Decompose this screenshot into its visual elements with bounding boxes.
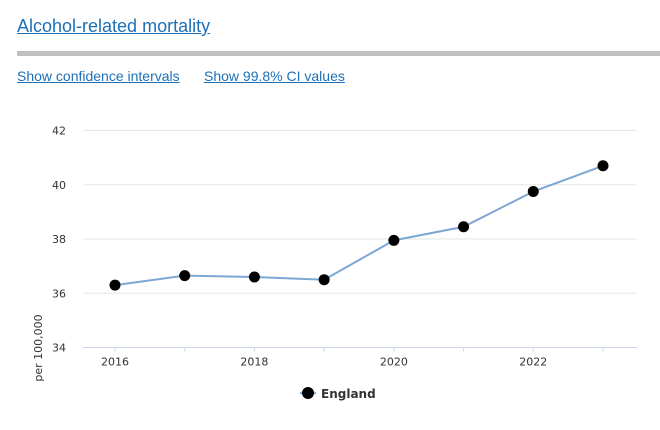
- y-tick-label: 40: [52, 179, 66, 192]
- data-point[interactable]: [248, 271, 260, 283]
- data-point[interactable]: [318, 274, 330, 286]
- series-england: [109, 160, 609, 291]
- x-tick-label: 2016: [101, 356, 129, 369]
- gridlines: [83, 130, 637, 294]
- y-tick-label: 38: [52, 233, 66, 246]
- data-point[interactable]: [597, 160, 609, 172]
- chart-title-link[interactable]: Alcohol-related mortality: [17, 16, 211, 36]
- x-tick-label: 2018: [240, 356, 268, 369]
- data-point[interactable]: [179, 270, 191, 282]
- data-point[interactable]: [109, 279, 121, 291]
- y-tick-label: 34: [52, 342, 66, 355]
- series-line: [114, 164, 604, 287]
- x-axis-ticks: 2016 2018 2020 2022: [101, 347, 604, 369]
- divider: [17, 51, 660, 56]
- legend-marker-icon: [302, 387, 314, 399]
- show-confidence-intervals-link[interactable]: Show confidence intervals: [17, 68, 180, 84]
- legend[interactable]: England: [300, 387, 376, 401]
- x-tick-label: 2022: [519, 356, 547, 369]
- data-point[interactable]: [388, 234, 400, 246]
- data-point[interactable]: [527, 186, 539, 198]
- y-tick-label: 42: [52, 125, 66, 138]
- data-point[interactable]: [458, 221, 470, 233]
- x-tick-label: 2020: [380, 356, 408, 369]
- legend-label-england[interactable]: England: [321, 387, 376, 401]
- show-ci-values-link[interactable]: Show 99.8% CI values: [204, 68, 345, 84]
- y-axis-ticks: 34 36 38 40 42: [52, 125, 66, 355]
- y-tick-label: 36: [52, 287, 66, 300]
- y-axis-label: per 100,000: [32, 314, 45, 381]
